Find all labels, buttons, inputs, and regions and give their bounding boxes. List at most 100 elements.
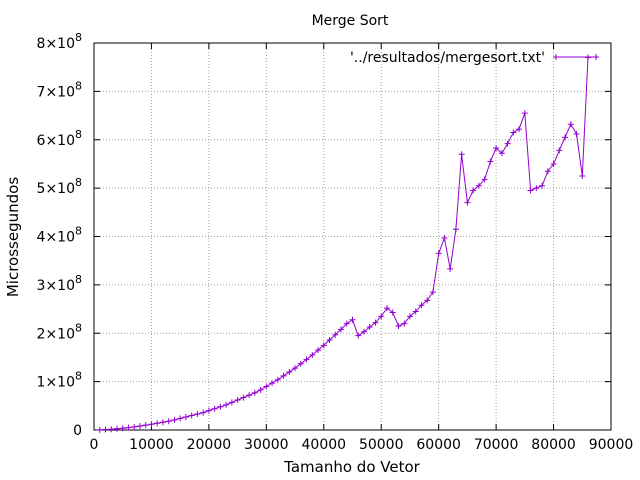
data-point: [355, 332, 362, 339]
x-axis-label: Tamanho do Vetor: [283, 458, 420, 476]
x-tick-label: 20000: [187, 437, 232, 453]
data-point: [280, 372, 287, 379]
data-point: [257, 386, 264, 393]
data-point: [113, 425, 120, 432]
data-point: [360, 328, 367, 335]
data-point: [148, 421, 155, 428]
data-point: [234, 397, 241, 404]
data-point: [309, 352, 316, 359]
y-axis-label: Microssegundos: [4, 177, 22, 297]
y-tick-label: 4×108: [37, 225, 82, 246]
series-line: [99, 57, 589, 431]
data-point: [550, 160, 557, 167]
data-point: [349, 316, 356, 323]
data-point: [159, 419, 166, 426]
y-tick-label: 0: [73, 423, 82, 439]
data-point: [527, 187, 534, 194]
x-tick-label: 60000: [416, 437, 461, 453]
data-point: [441, 234, 448, 241]
data-point: [366, 323, 373, 330]
x-tick-label: 40000: [302, 437, 347, 453]
data-point: [372, 319, 379, 326]
x-tick-label: 0: [90, 437, 99, 453]
data-point: [424, 297, 431, 304]
data-point: [246, 392, 253, 399]
data-point: [119, 425, 126, 432]
data-point: [338, 326, 345, 333]
data-point: [504, 140, 511, 147]
data-point: [154, 420, 161, 427]
data-point: [429, 289, 436, 296]
y-tick-label: 5×108: [37, 176, 82, 197]
x-tick-label: 70000: [474, 437, 519, 453]
data-point: [493, 144, 500, 151]
data-point: [510, 129, 517, 136]
data-point: [188, 412, 195, 419]
y-tick-label: 7×108: [37, 79, 82, 100]
data-point: [303, 356, 310, 363]
series-group: [96, 54, 592, 433]
data-point: [228, 399, 235, 406]
x-tick-label: 50000: [359, 437, 404, 453]
data-point: [475, 182, 482, 189]
data-point: [102, 426, 109, 433]
y-tick-label: 2×108: [37, 321, 82, 342]
data-point: [194, 411, 201, 418]
x-tick-label: 80000: [531, 437, 576, 453]
data-point: [585, 54, 592, 61]
data-point: [223, 401, 230, 408]
data-point: [200, 409, 207, 416]
data-point: [292, 365, 299, 372]
data-point: [418, 302, 425, 309]
data-point: [487, 158, 494, 165]
data-point: [142, 422, 149, 429]
data-point: [240, 394, 247, 401]
data-point: [125, 424, 132, 431]
data-point: [378, 313, 385, 320]
data-point: [389, 309, 396, 316]
data-point: [533, 185, 540, 192]
chart-title: Merge Sort: [312, 13, 389, 29]
legend-marker: [553, 54, 559, 60]
y-axis-ticks: 0 1×108 2×108 3×108 4×108 5×108 6×108 7×108 8×10…: [37, 31, 611, 439]
data-point: [269, 380, 276, 387]
x-tick-label: 10000: [129, 437, 174, 453]
data-point: [326, 337, 333, 344]
data-point: [395, 322, 402, 329]
data-point: [108, 426, 115, 433]
data-point: [315, 347, 322, 354]
data-point: [96, 426, 103, 433]
data-point: [182, 413, 189, 420]
data-point: [498, 150, 505, 157]
data-point: [297, 360, 304, 367]
data-point: [412, 308, 419, 315]
data-point: [131, 423, 138, 430]
x-tick-label: 90000: [589, 437, 634, 453]
data-point: [401, 320, 408, 327]
data-point: [435, 250, 442, 257]
data-point: [516, 126, 523, 133]
data-point: [171, 416, 178, 423]
data-point: [274, 376, 281, 383]
data-point: [544, 168, 551, 175]
data-point: [211, 405, 218, 412]
data-point: [205, 407, 212, 414]
data-point: [263, 383, 270, 390]
legend-marker: [593, 54, 599, 60]
data-point: [406, 313, 413, 320]
y-tick-label: 8×108: [37, 31, 82, 52]
data-point: [217, 403, 224, 410]
data-point: [332, 331, 339, 338]
data-point: [579, 173, 586, 180]
data-point: [470, 187, 477, 194]
data-point: [165, 418, 172, 425]
data-point: [458, 151, 465, 158]
data-point: [481, 176, 488, 183]
data-point: [343, 320, 350, 327]
data-point: [286, 368, 293, 375]
data-point: [452, 226, 459, 233]
x-tick-label: 30000: [244, 437, 289, 453]
data-point: [464, 199, 471, 206]
data-point: [177, 415, 184, 422]
